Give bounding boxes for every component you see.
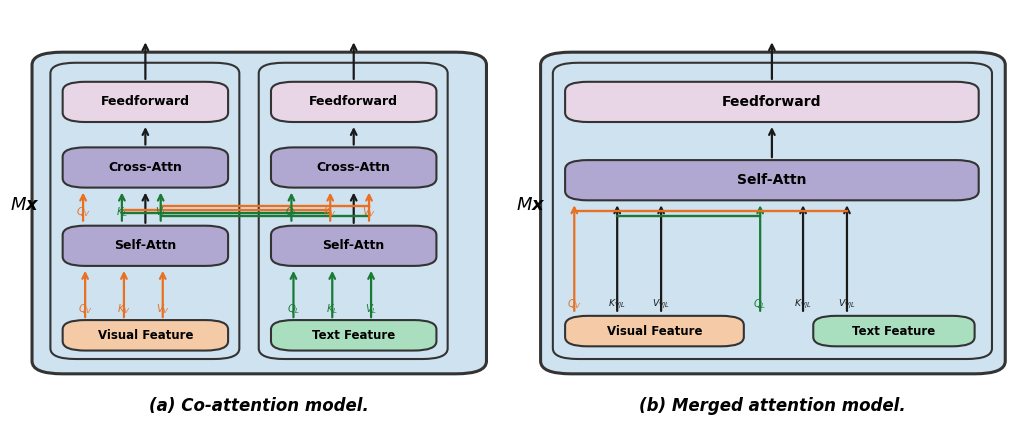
Text: $V_V$: $V_V$ [156,302,170,316]
Text: Text Feature: Text Feature [312,329,395,342]
Text: Self-Attn: Self-Attn [115,239,176,252]
FancyBboxPatch shape [271,82,436,122]
FancyBboxPatch shape [62,82,228,122]
FancyBboxPatch shape [553,63,992,359]
Text: $Q_V$: $Q_V$ [566,297,582,311]
FancyBboxPatch shape [541,52,1006,374]
FancyBboxPatch shape [62,320,228,351]
FancyBboxPatch shape [565,316,743,346]
Text: $K_V$: $K_V$ [117,302,131,316]
Text: $K_{V/L}$: $K_{V/L}$ [608,297,626,311]
FancyBboxPatch shape [271,320,436,351]
FancyBboxPatch shape [32,52,486,374]
Text: Visual Feature: Visual Feature [606,325,702,337]
Text: $M$x: $M$x [516,196,546,213]
FancyBboxPatch shape [271,147,436,187]
Text: $Q_V$: $Q_V$ [76,206,90,219]
FancyBboxPatch shape [565,82,979,122]
FancyBboxPatch shape [271,226,436,266]
Text: $K_L$: $K_L$ [327,302,338,316]
FancyBboxPatch shape [62,147,228,187]
Text: $Q_V$: $Q_V$ [78,302,92,316]
Text: $V_L$: $V_L$ [155,206,167,219]
FancyBboxPatch shape [813,316,975,346]
Text: Cross-Attn: Cross-Attn [316,161,390,174]
Text: Cross-Attn: Cross-Attn [109,161,182,174]
Text: Feedforward: Feedforward [309,95,398,108]
Text: $K_{V/L}$: $K_{V/L}$ [794,297,812,311]
Text: Text Feature: Text Feature [852,325,936,337]
Text: $M$x: $M$x [9,196,39,213]
Text: $K_L$: $K_L$ [116,206,128,219]
FancyBboxPatch shape [50,63,240,359]
Text: $V_V$: $V_V$ [362,206,376,219]
Text: Feedforward: Feedforward [101,95,189,108]
Text: $V_{V/L}$: $V_{V/L}$ [838,297,856,311]
Text: $V_L$: $V_L$ [365,302,377,316]
Text: Feedforward: Feedforward [722,95,821,109]
FancyBboxPatch shape [62,226,228,266]
Text: Visual Feature: Visual Feature [97,329,194,342]
Text: (b) Merged attention model.: (b) Merged attention model. [639,397,906,414]
Text: $Q_L$: $Q_L$ [285,206,298,219]
Text: $Q_L$: $Q_L$ [287,302,300,316]
Text: Self-Attn: Self-Attn [737,173,807,187]
FancyBboxPatch shape [259,63,447,359]
FancyBboxPatch shape [565,160,979,200]
Text: $K_V$: $K_V$ [324,206,337,219]
Text: Self-Attn: Self-Attn [323,239,385,252]
Text: $Q_L$: $Q_L$ [754,297,767,311]
Text: $V_{V/L}$: $V_{V/L}$ [652,297,670,311]
Text: (a) Co-attention model.: (a) Co-attention model. [148,397,369,414]
